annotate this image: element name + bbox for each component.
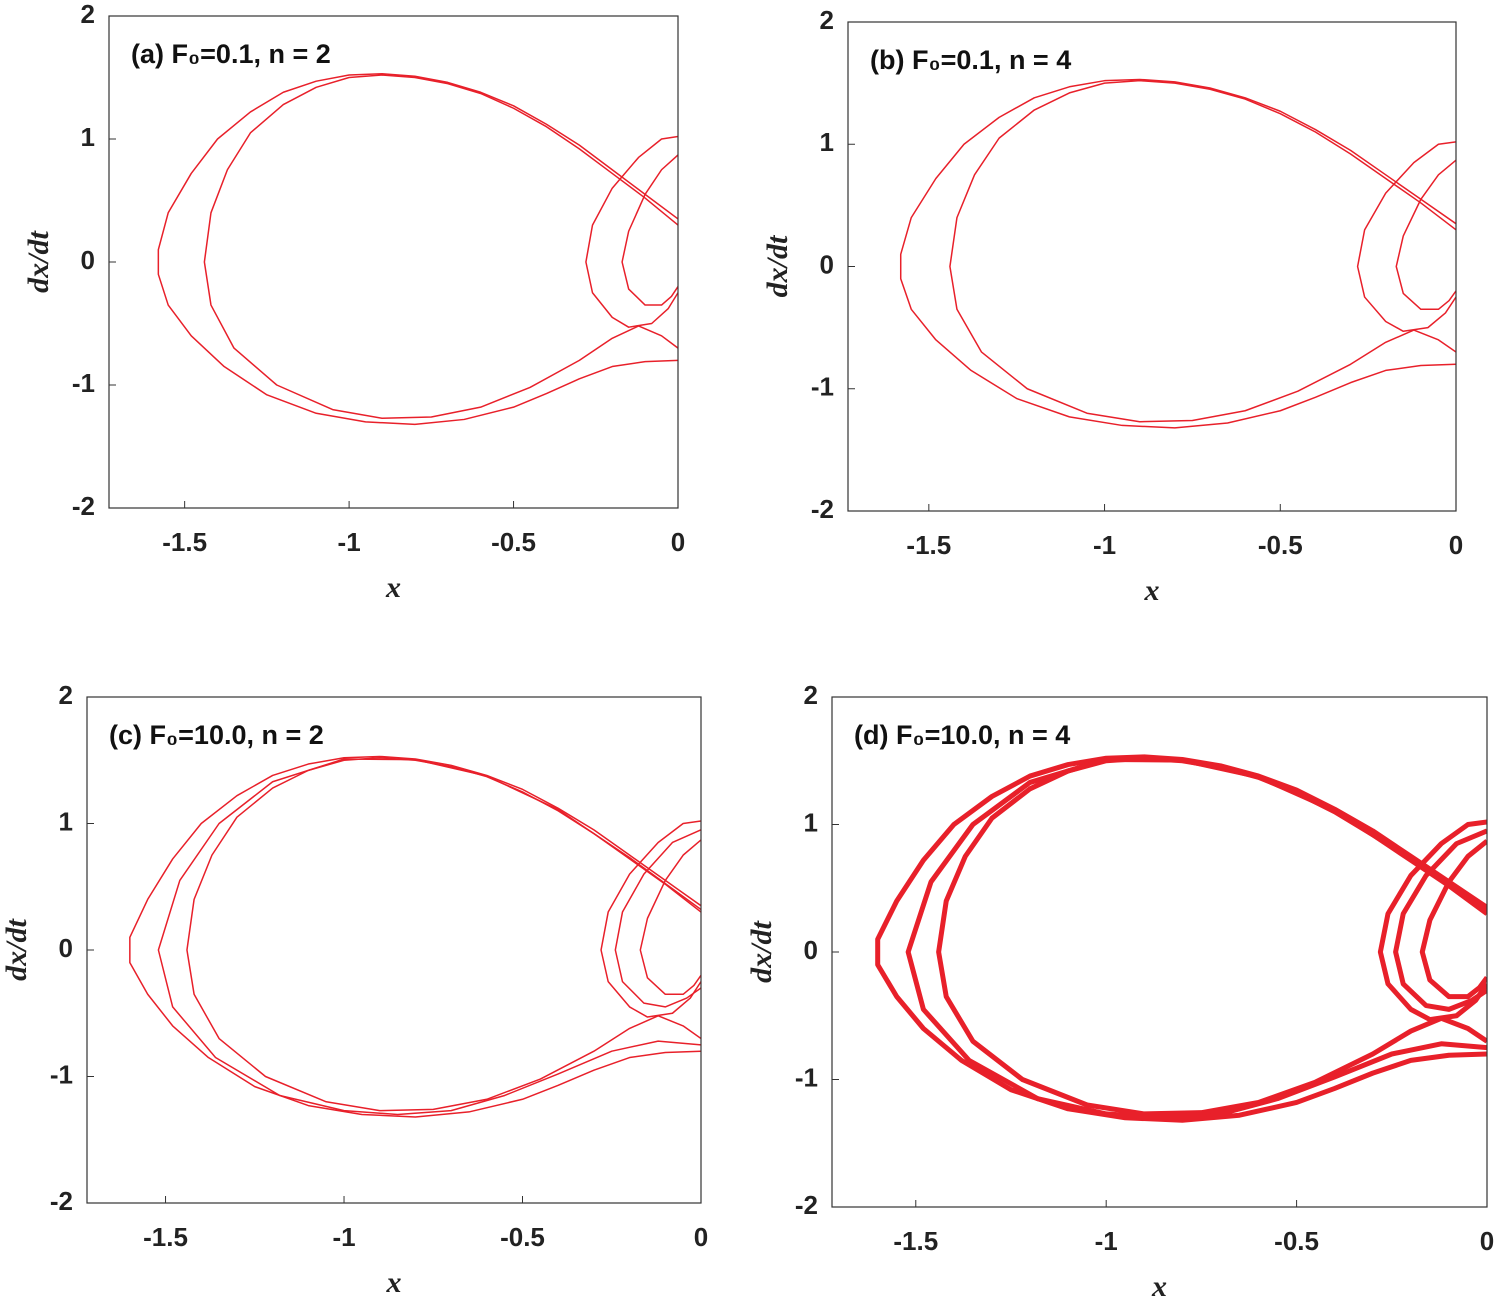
panel-annotation: (b) F₀=0.1, n = 4 (870, 45, 1071, 75)
x-tick-label: -0.5 (500, 1222, 545, 1252)
y-tick-label: 0 (81, 245, 95, 275)
axes-box (108, 15, 679, 509)
trajectory (875, 754, 1487, 1123)
panel-annotation: (c) F₀=10.0, n = 2 (109, 720, 324, 750)
trajectory (639, 839, 701, 996)
x-tick-label: -1 (332, 1222, 355, 1252)
y-tick-label: 1 (59, 806, 73, 836)
y-tick-label: 1 (81, 122, 95, 152)
trajectory (614, 829, 701, 1008)
y-tick-label: 0 (59, 933, 73, 963)
axes-box (847, 21, 1457, 512)
y-tick-label: 1 (804, 807, 818, 837)
panel-annotation: (d) F₀=10.0, n = 4 (854, 720, 1070, 750)
plot-area (875, 754, 1487, 1123)
panel: -1.5 -1 -0.5 0 -2 -1 0 1 2 x dx/dt (c) F₀=10.0, n =… (0, 680, 708, 1299)
y-tick-label: -1 (72, 368, 95, 398)
y-tick-label: 2 (820, 5, 834, 35)
y-tick-label: 1 (820, 127, 834, 157)
y-tick-label: 0 (820, 249, 834, 279)
trajectory (949, 79, 1456, 423)
trajectory (621, 154, 678, 306)
x-axis-label: x (1151, 1270, 1167, 1303)
y-axis-label: dx/dt (22, 230, 55, 293)
trajectory (899, 78, 1456, 429)
y-tick-label: 2 (81, 0, 95, 29)
trajectory (186, 756, 701, 1112)
x-tick-label: 0 (1449, 530, 1463, 560)
y-tick-label: -1 (811, 372, 834, 402)
plot-area (899, 78, 1456, 429)
panel: -1.5 -1 -0.5 0 -2 -1 0 1 2 x dx/dt (a) F₀=0.1, n = … (22, 0, 685, 604)
y-tick-label: 2 (804, 680, 818, 710)
x-tick-label: -1 (1093, 530, 1116, 560)
trajectory (1419, 839, 1487, 1000)
panel: -1.5 -1 -0.5 0 -2 -1 0 1 2 x dx/dt (d) F₀=10.0, n =… (745, 680, 1494, 1303)
trajectory (203, 74, 678, 419)
trajectory (129, 755, 701, 1118)
x-tick-label: -1.5 (906, 530, 951, 560)
x-tick-label: 0 (1480, 1226, 1494, 1256)
plot-area (129, 755, 701, 1118)
y-tick-label: -2 (72, 491, 95, 521)
x-tick-label: -1 (338, 527, 361, 557)
x-tick-label: -1 (1095, 1226, 1118, 1256)
x-tick-label: -1.5 (893, 1226, 938, 1256)
x-tick-label: -1.5 (162, 527, 207, 557)
axes-box (86, 696, 702, 1204)
trajectory (1356, 141, 1456, 333)
axes-box (831, 696, 1488, 1208)
trajectory (1377, 819, 1487, 1023)
y-tick-label: -2 (50, 1186, 73, 1216)
x-tick-label: -0.5 (1274, 1226, 1319, 1256)
y-tick-label: -1 (795, 1062, 818, 1092)
trajectory (1395, 159, 1456, 311)
x-axis-label: x (385, 571, 401, 604)
x-axis-label: x (1144, 574, 1160, 607)
y-tick-label: -2 (811, 494, 834, 524)
x-axis-label: x (386, 1266, 402, 1299)
panel-annotation: (a) F₀=0.1, n = 2 (131, 39, 331, 69)
y-tick-label: 0 (804, 935, 818, 965)
trajectory (1393, 828, 1487, 1012)
x-tick-label: 0 (671, 527, 685, 557)
y-axis-label: dx/dt (761, 234, 794, 297)
y-tick-label: 2 (59, 680, 73, 710)
x-tick-label: -1.5 (143, 1222, 188, 1252)
x-tick-label: -0.5 (491, 527, 536, 557)
trajectory (157, 73, 678, 426)
y-axis-label: dx/dt (0, 918, 33, 981)
x-tick-label: 0 (694, 1222, 708, 1252)
x-tick-label: -0.5 (1258, 530, 1303, 560)
trajectory (936, 755, 1487, 1117)
trajectory (600, 820, 701, 1018)
y-tick-label: -2 (795, 1190, 818, 1220)
panel: -1.5 -1 -0.5 0 -2 -1 0 1 2 x dx/dt (b) F₀=0.1, n = … (761, 5, 1463, 607)
trajectory (585, 135, 678, 328)
y-tick-label: -1 (50, 1059, 73, 1089)
y-axis-label: dx/dt (745, 920, 778, 983)
plot-area (157, 73, 678, 426)
